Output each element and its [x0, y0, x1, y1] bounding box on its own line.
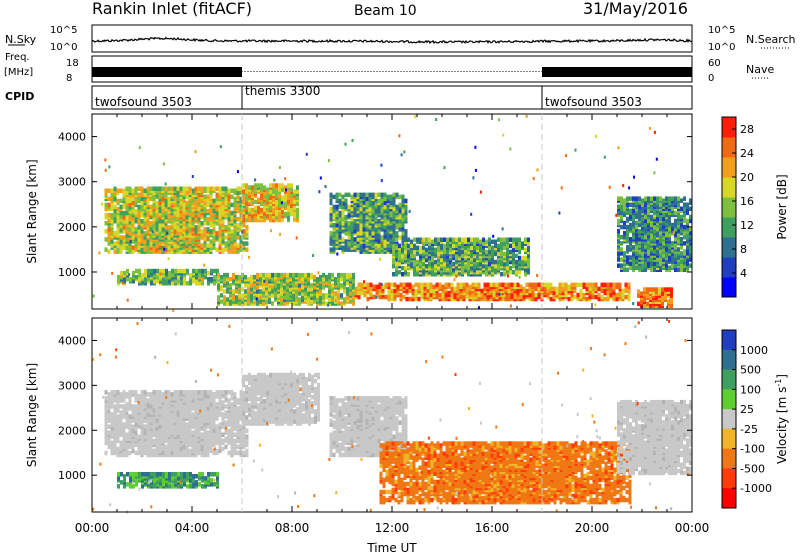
echo-region	[217, 272, 355, 306]
velocity-colorbar-tick-label: -500	[740, 462, 765, 475]
velocity-heatmap	[92, 320, 692, 514]
power-colorbar-label: Power [dB]	[775, 174, 789, 239]
velocity-colorbar-tick-label: 500	[740, 364, 761, 377]
x-tick-label: 00:00	[675, 521, 710, 535]
power-colorbar-band	[722, 117, 736, 138]
y-tick-label: 4000	[58, 131, 86, 144]
freq-label: Freq.	[5, 52, 30, 63]
cpid-panel-frame	[91, 85, 693, 110]
velocity-colorbar-tick-label: 1000	[740, 344, 768, 357]
velocity-colorbar-band	[722, 330, 736, 351]
power-colorbar-band	[722, 157, 736, 178]
velocity-colorbar-tick-label: -1000	[740, 482, 772, 495]
y-tick-label: 3000	[58, 176, 86, 189]
nave-tick-60: 60	[708, 58, 721, 69]
freq-dense-block-2	[542, 67, 692, 77]
y-axis-label: Slant Range [km]	[25, 159, 39, 263]
power-colorbar-band	[722, 137, 736, 158]
echo-region	[104, 390, 249, 458]
power-colorbar-band	[722, 177, 736, 198]
echo-region	[329, 192, 408, 254]
echo-region	[117, 472, 219, 489]
x-tick-label: 16:00	[475, 521, 510, 535]
power-colorbar-tick-label: 24	[740, 147, 754, 160]
date-title: 31/May/2016	[583, 0, 688, 18]
nave-tick-0: 0	[708, 73, 714, 84]
velocity-colorbar-tick-label: 100	[740, 383, 761, 396]
nsearch-label: N.Search	[746, 33, 796, 46]
noise-tick-10e0-right: 10^0	[708, 42, 735, 53]
echo-region	[242, 183, 299, 223]
freq-tick-8: 8	[66, 73, 72, 84]
y-tick-label: 1000	[58, 266, 86, 279]
echo-region	[242, 372, 320, 426]
x-tick-label: 12:00	[375, 521, 410, 535]
x-axis-title: Time UT	[366, 541, 417, 554]
echo-region	[104, 186, 249, 254]
x-tick-label: 20:00	[575, 521, 610, 535]
power-colorbar-tick-label: 8	[740, 243, 747, 256]
echo-region	[617, 196, 692, 272]
freq-tick-18: 18	[66, 58, 79, 69]
noise-panel-frame	[91, 24, 693, 53]
power-colorbar-band	[722, 197, 736, 218]
velocity-colorbar-band	[722, 389, 736, 410]
velocity-colorbar-tick-label: -25	[740, 423, 758, 436]
power-colorbar-tick-label: 4	[740, 267, 747, 280]
y-tick-label: 1000	[58, 469, 86, 482]
y-tick-label: 2000	[58, 424, 86, 437]
cpid-label: CPID	[5, 90, 34, 103]
freq-dense-block-1	[92, 67, 242, 77]
y-tick-label: 3000	[58, 379, 86, 392]
velocity-colorbar-band	[722, 468, 736, 489]
noise-tick-10e0-left: 10^0	[50, 42, 77, 53]
power-colorbar-tick-label: 28	[740, 123, 754, 136]
x-tick-label: 00:00	[75, 521, 110, 535]
power-colorbar-tick-label: 16	[740, 195, 754, 208]
noise-tick-10e5-left: 10^5	[50, 25, 77, 36]
power-colorbar-band	[722, 217, 736, 238]
echo-region	[117, 268, 219, 286]
station-title: Rankin Inlet (fitACF)	[92, 0, 252, 18]
power-colorbar-band	[722, 237, 736, 258]
echo-region	[392, 237, 530, 277]
y-axis-label: Slant Range [km]	[25, 363, 39, 467]
echo-region	[637, 287, 673, 309]
velocity-colorbar-band	[722, 428, 736, 450]
power-colorbar-tick-label: 12	[740, 219, 754, 232]
nsky-label: N.Sky	[5, 33, 37, 46]
velocity-colorbar-label: Velocity [m s-1]	[774, 374, 789, 464]
velocity-colorbar-band	[722, 369, 736, 390]
velocity-colorbar-tick-label: -100	[740, 443, 765, 456]
x-tick-label: 08:00	[275, 521, 310, 535]
velocity-colorbar-band	[722, 349, 736, 371]
velocity-colorbar-tick-label: 25	[740, 403, 754, 416]
noise-trace	[91, 36, 693, 45]
freq-sparse-trace	[241, 71, 543, 72]
y-tick-label: 4000	[58, 334, 86, 347]
nave-label: Nave	[746, 63, 774, 76]
cpid-segment-label: themis 3300	[245, 84, 320, 98]
y-tick-label: 2000	[58, 221, 86, 234]
x-tick-label: 04:00	[175, 521, 210, 535]
echo-region	[379, 441, 632, 505]
power-colorbar-tick-label: 20	[740, 171, 754, 184]
velocity-colorbar-band	[722, 448, 736, 469]
velocity-colorbar-band	[722, 488, 736, 509]
noise-tick-10e5-right: 10^5	[708, 25, 735, 36]
freq-unit-label: [MHz]	[4, 67, 33, 78]
cpid-segment-label: twofsound 3503	[95, 95, 192, 109]
power-colorbar-band	[722, 257, 736, 278]
echo-region	[617, 399, 692, 476]
power-colorbar-frame	[721, 116, 737, 298]
cpid-segment-label: twofsound 3503	[545, 95, 642, 109]
beam-title: Beam 10	[354, 3, 417, 19]
velocity-colorbar-frame	[721, 329, 737, 509]
power-heatmap	[92, 114, 692, 312]
velocity-colorbar-band	[722, 409, 736, 430]
power-colorbar-band	[722, 277, 736, 298]
